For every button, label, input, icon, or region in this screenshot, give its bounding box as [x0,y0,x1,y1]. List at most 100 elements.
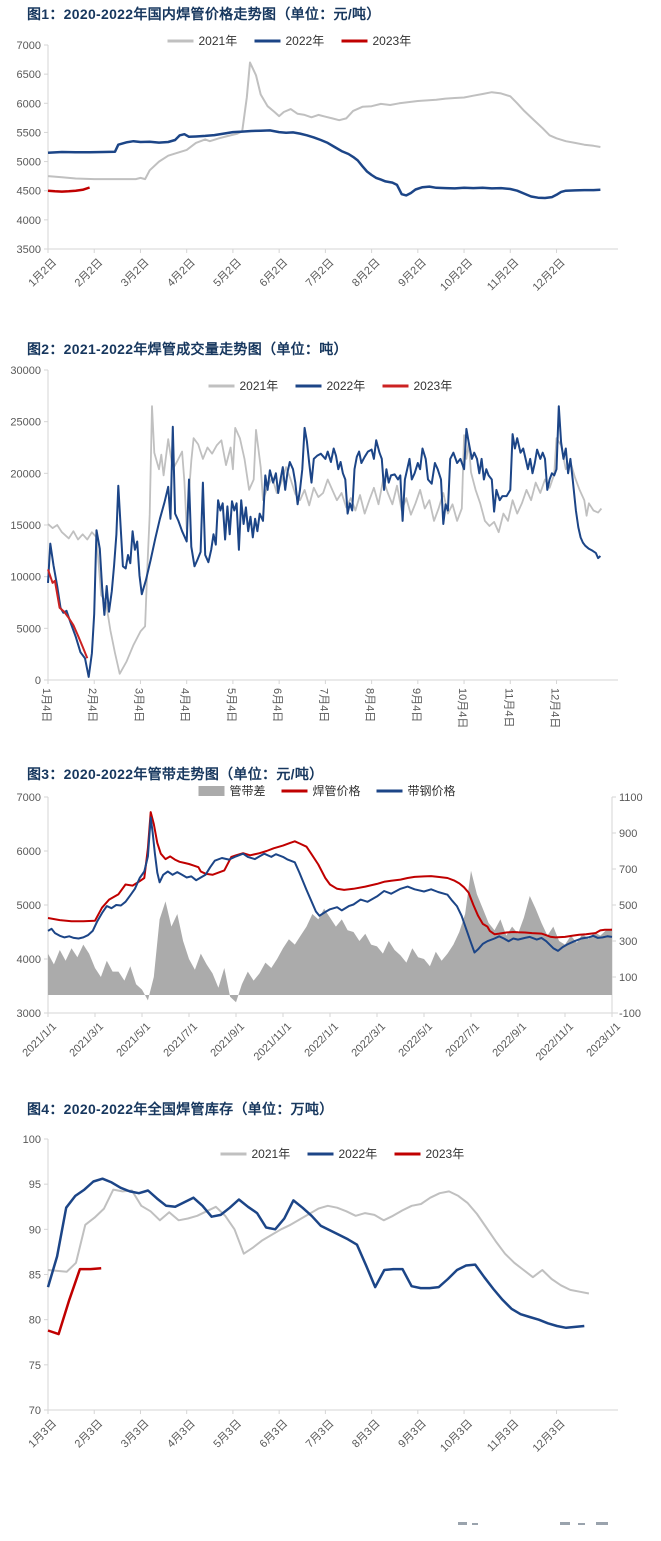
svg-text:9月3日: 9月3日 [396,1418,429,1451]
svg-text:5月2日: 5月2日 [211,257,244,290]
chart1-title: 图1：2020-2022年国内焊管价格走势图（单位：元/吨） [27,6,381,22]
chart1-price-trend-canvas: 3500 4000 4500 5000 5500 6000 6500 7000 1月2日 2月2日… [17,34,618,294]
svg-text:焊管价格: 焊管价格 [313,785,361,798]
svg-text:5500: 5500 [17,127,41,139]
svg-text:2021/3/1: 2021/3/1 [67,1021,106,1060]
svg-text:4月3日: 4月3日 [165,1418,198,1451]
svg-text:11月4日: 11月4日 [502,688,514,728]
svg-text:10月4日: 10月4日 [456,688,468,728]
svg-text:7月2日: 7月2日 [304,257,337,290]
svg-text:2022年: 2022年 [327,379,366,393]
svg-text:15000: 15000 [10,520,41,532]
svg-text:5月4日: 5月4日 [225,688,237,722]
svg-text:95: 95 [29,1179,41,1191]
svg-text:6月2日: 6月2日 [258,257,291,290]
svg-text:7000: 7000 [17,792,41,804]
svg-text:4月4日: 4月4日 [179,688,191,722]
svg-text:8月4日: 8月4日 [364,688,376,722]
svg-text:2022/3/1: 2022/3/1 [349,1021,388,1060]
svg-text:2021/11/1: 2021/11/1 [252,1021,295,1064]
svg-text:2月2日: 2月2日 [73,257,106,290]
chart2-block: 图2：2021-2022年焊管成交量走势图（单位：吨） 0 5000 10000 15… [0,341,661,752]
svg-text:2021年: 2021年 [252,1147,291,1161]
svg-text:1月2日: 1月2日 [26,257,59,290]
svg-text:2022/9/1: 2022/9/1 [490,1021,529,1060]
svg-text:3月4日: 3月4日 [132,688,144,722]
chart2-volume-trend-canvas: 0 5000 10000 15000 20000 25000 30000 1月4日 2月4日 3月… [10,365,618,728]
svg-text:100: 100 [619,972,637,984]
svg-text:5000: 5000 [17,900,41,912]
svg-text:4500: 4500 [17,186,41,198]
svg-text:3500: 3500 [17,244,41,256]
svg-text:11月2日: 11月2日 [485,257,521,293]
svg-text:2月3日: 2月3日 [73,1418,106,1451]
svg-text:6000: 6000 [17,846,41,858]
svg-text:10月3日: 10月3日 [438,1418,475,1455]
svg-text:2022/7/1: 2022/7/1 [443,1021,482,1060]
chart3-spread-trend-canvas: 3000 4000 5000 6000 7000 -100 100 300 500 700 900 1… [17,785,643,1064]
chart2-title: 图2：2021-2022年焊管成交量走势图（单位：吨） [27,341,348,357]
svg-text:5000: 5000 [17,157,41,169]
svg-text:1100: 1100 [619,792,643,804]
svg-text:4月2日: 4月2日 [165,257,198,290]
chart3-title: 图3：2020-2022年管带走势图（单位：元/吨） [27,766,324,782]
svg-text:2021/5/1: 2021/5/1 [114,1021,153,1060]
svg-text:100: 100 [23,1134,41,1146]
svg-text:7000: 7000 [17,40,41,52]
svg-text:70: 70 [29,1405,41,1417]
svg-text:500: 500 [619,900,637,912]
svg-text:6月4日: 6月4日 [271,688,283,722]
svg-text:12月3日: 12月3日 [531,1418,568,1455]
svg-text:0: 0 [35,675,41,687]
clipped-footer-text-fragment [458,1522,608,1525]
svg-text:管带差: 管带差 [230,785,266,798]
chart3-block: 图3：2020-2022年管带走势图（单位：元/吨） 3000 4000 5000 6… [0,766,661,1085]
svg-text:-100: -100 [619,1008,641,1020]
svg-text:85: 85 [29,1270,41,1282]
svg-text:2021/9/1: 2021/9/1 [208,1021,247,1060]
svg-text:2023/1/1: 2023/1/1 [584,1021,623,1060]
svg-text:12月2日: 12月2日 [531,257,568,294]
svg-text:11月3日: 11月3日 [485,1418,521,1454]
svg-text:2023年: 2023年 [414,379,453,393]
report-page: { "page": {"background": "#FFFFFF"}, "fo… [0,6,661,1541]
svg-text:9月2日: 9月2日 [396,257,429,290]
svg-text:3月3日: 3月3日 [119,1418,152,1451]
svg-text:2022/5/1: 2022/5/1 [396,1021,435,1060]
chart4-title: 图4：2020-2022年全国焊管库存（单位：万吨） [27,1101,334,1117]
svg-text:5月3日: 5月3日 [211,1418,244,1451]
chart1-block: 图1：2020-2022年国内焊管价格走势图（单位：元/吨） 3500 4000 4… [0,6,661,317]
svg-text:10月2日: 10月2日 [438,257,475,294]
svg-text:9月4日: 9月4日 [410,688,422,722]
svg-text:2022年: 2022年 [286,34,325,48]
svg-text:75: 75 [29,1360,41,1372]
svg-text:12月4日: 12月4日 [549,688,561,728]
svg-text:2021年: 2021年 [240,379,279,393]
svg-text:30000: 30000 [10,365,41,377]
svg-text:8月2日: 8月2日 [350,257,383,290]
chart4-block: 图4：2020-2022年全国焊管库存（单位：万吨） 70 75 80 85 90 95 1… [0,1101,661,1492]
svg-text:80: 80 [29,1315,41,1327]
chart4-inventory-trend-canvas: 70 75 80 85 90 95 100 1月3日 2月3日 3月3日 4月3日 5月3日 6月3日 7… [23,1134,618,1455]
svg-text:2021/1/1: 2021/1/1 [20,1021,59,1060]
svg-text:25000: 25000 [10,417,41,429]
svg-text:8月3日: 8月3日 [350,1418,383,1451]
svg-text:带钢价格: 带钢价格 [408,785,456,798]
footer [0,1522,661,1532]
svg-text:6500: 6500 [17,69,41,81]
svg-text:2月4日: 2月4日 [86,688,98,722]
svg-text:5000: 5000 [17,623,41,635]
svg-text:900: 900 [619,828,637,840]
svg-text:7月4日: 7月4日 [317,688,329,722]
svg-text:2021年: 2021年 [199,34,238,48]
svg-text:3000: 3000 [17,1008,41,1020]
svg-text:10000: 10000 [10,572,41,584]
svg-text:2023年: 2023年 [373,34,412,48]
svg-text:4000: 4000 [17,954,41,966]
svg-text:6月3日: 6月3日 [258,1418,291,1451]
svg-text:4000: 4000 [17,215,41,227]
svg-text:1月3日: 1月3日 [26,1418,59,1451]
svg-text:20000: 20000 [10,468,41,480]
svg-text:2021/7/1: 2021/7/1 [161,1021,200,1060]
svg-text:300: 300 [619,936,637,948]
